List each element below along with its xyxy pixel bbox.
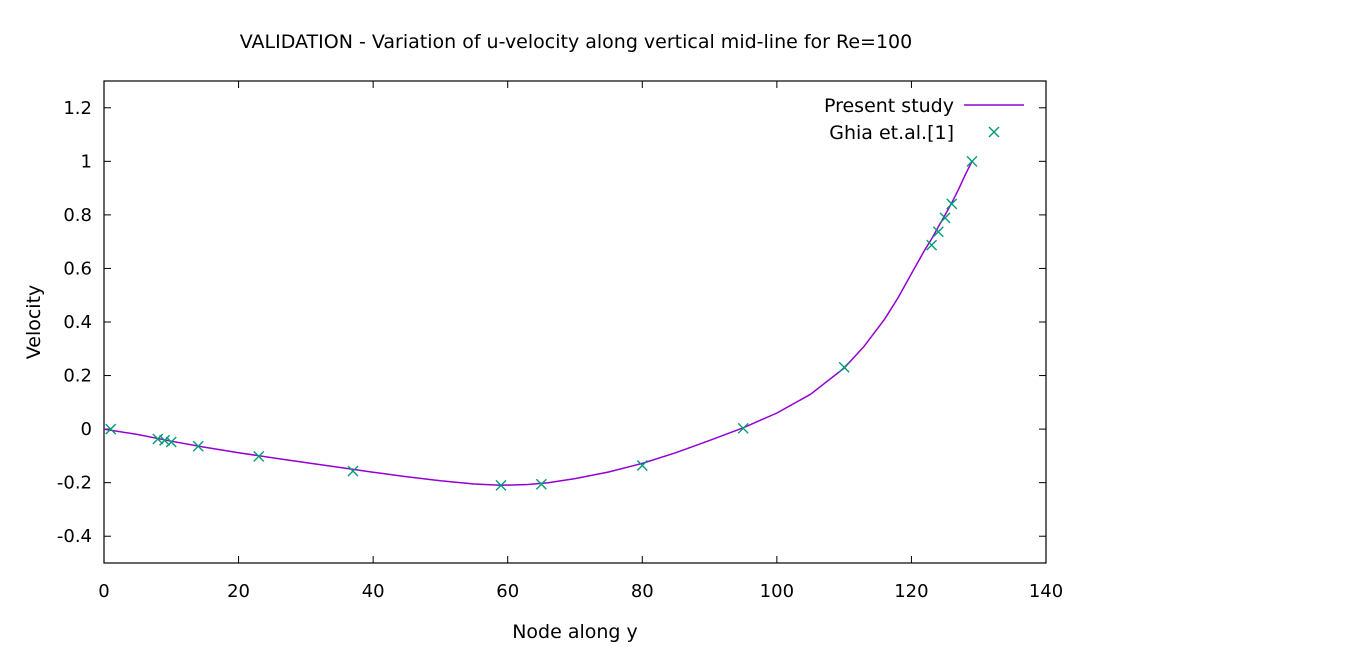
data-point-ghia xyxy=(926,239,938,251)
data-point-ghia xyxy=(495,479,507,491)
legend: Present study Ghia et.al.[1] xyxy=(824,95,1024,144)
marker-stroke xyxy=(347,465,359,477)
marker-stroke xyxy=(105,423,117,435)
data-point-ghia xyxy=(946,198,958,210)
x-tick-label: 60 xyxy=(496,581,519,602)
x-tick-label: 100 xyxy=(760,581,794,602)
marker-stroke xyxy=(253,450,265,462)
marker-stroke xyxy=(926,239,938,251)
y-tick-label: 0.8 xyxy=(63,205,92,226)
y-tick-label: -0.2 xyxy=(57,473,92,494)
marker-stroke xyxy=(946,198,958,210)
data-point-ghia xyxy=(535,478,547,490)
data-point-ghia xyxy=(192,440,204,452)
marker-stroke xyxy=(495,479,507,491)
x-tick-label: 120 xyxy=(894,581,928,602)
plot-area: 0 20 40 60 80 100 120 140 -0.4 -0.2 0 0.2 0.4 0.6 0.8 1… xyxy=(57,80,1063,602)
marker-stroke xyxy=(838,361,850,373)
data-point-ghia xyxy=(159,434,171,446)
marker-stroke xyxy=(165,436,177,448)
y-tick-label: 0.4 xyxy=(63,312,92,333)
legend-marker-swatch xyxy=(988,126,1000,138)
marker-stroke xyxy=(636,460,648,472)
x-tick-label: 80 xyxy=(631,581,654,602)
data-point-ghia xyxy=(737,422,749,434)
y-axis-label: Velocity xyxy=(23,285,45,360)
plot-frame xyxy=(103,80,1047,564)
marker-stroke xyxy=(152,433,164,445)
data-point-ghia xyxy=(152,433,164,445)
marker-stroke xyxy=(159,434,171,446)
data-point-ghia xyxy=(939,212,951,224)
legend-label-present-study: Present study xyxy=(824,95,954,117)
y-tick-label: -0.4 xyxy=(57,526,92,547)
x-tick-label: 20 xyxy=(227,581,250,602)
marker-stroke xyxy=(939,212,951,224)
marker-stroke xyxy=(932,226,944,238)
data-point-ghia xyxy=(165,436,177,448)
data-point-ghia xyxy=(838,361,850,373)
marker-stroke xyxy=(535,478,547,490)
marker-stroke xyxy=(192,440,204,452)
y-tick-label: 0.6 xyxy=(63,258,92,279)
marker-stroke xyxy=(737,422,749,434)
chart-title: VALIDATION - Variation of u-velocity alo… xyxy=(240,31,912,53)
y-tick-label: 1 xyxy=(81,151,92,172)
marker-stroke xyxy=(988,126,1000,138)
marker-stroke xyxy=(966,155,978,167)
x-tick-label: 140 xyxy=(1029,581,1063,602)
legend-label-ghia: Ghia et.al.[1] xyxy=(829,122,954,144)
y-tick-label: 0 xyxy=(81,419,92,440)
data-point-ghia xyxy=(253,450,265,462)
data-point-ghia xyxy=(932,226,944,238)
data-point-ghia xyxy=(966,155,978,167)
series-line-present-study xyxy=(103,160,973,487)
data-point-ghia xyxy=(347,465,359,477)
y-tick-label: 1.2 xyxy=(63,98,92,119)
data-point-ghia xyxy=(105,423,117,435)
legend-marker-cross xyxy=(988,126,1000,138)
y-tick-label: 0.2 xyxy=(63,366,92,387)
x-axis-label: Node along y xyxy=(512,621,638,643)
data-point-ghia xyxy=(636,460,648,472)
x-tick-label: 40 xyxy=(362,581,385,602)
x-tick-label: 0 xyxy=(98,581,109,602)
